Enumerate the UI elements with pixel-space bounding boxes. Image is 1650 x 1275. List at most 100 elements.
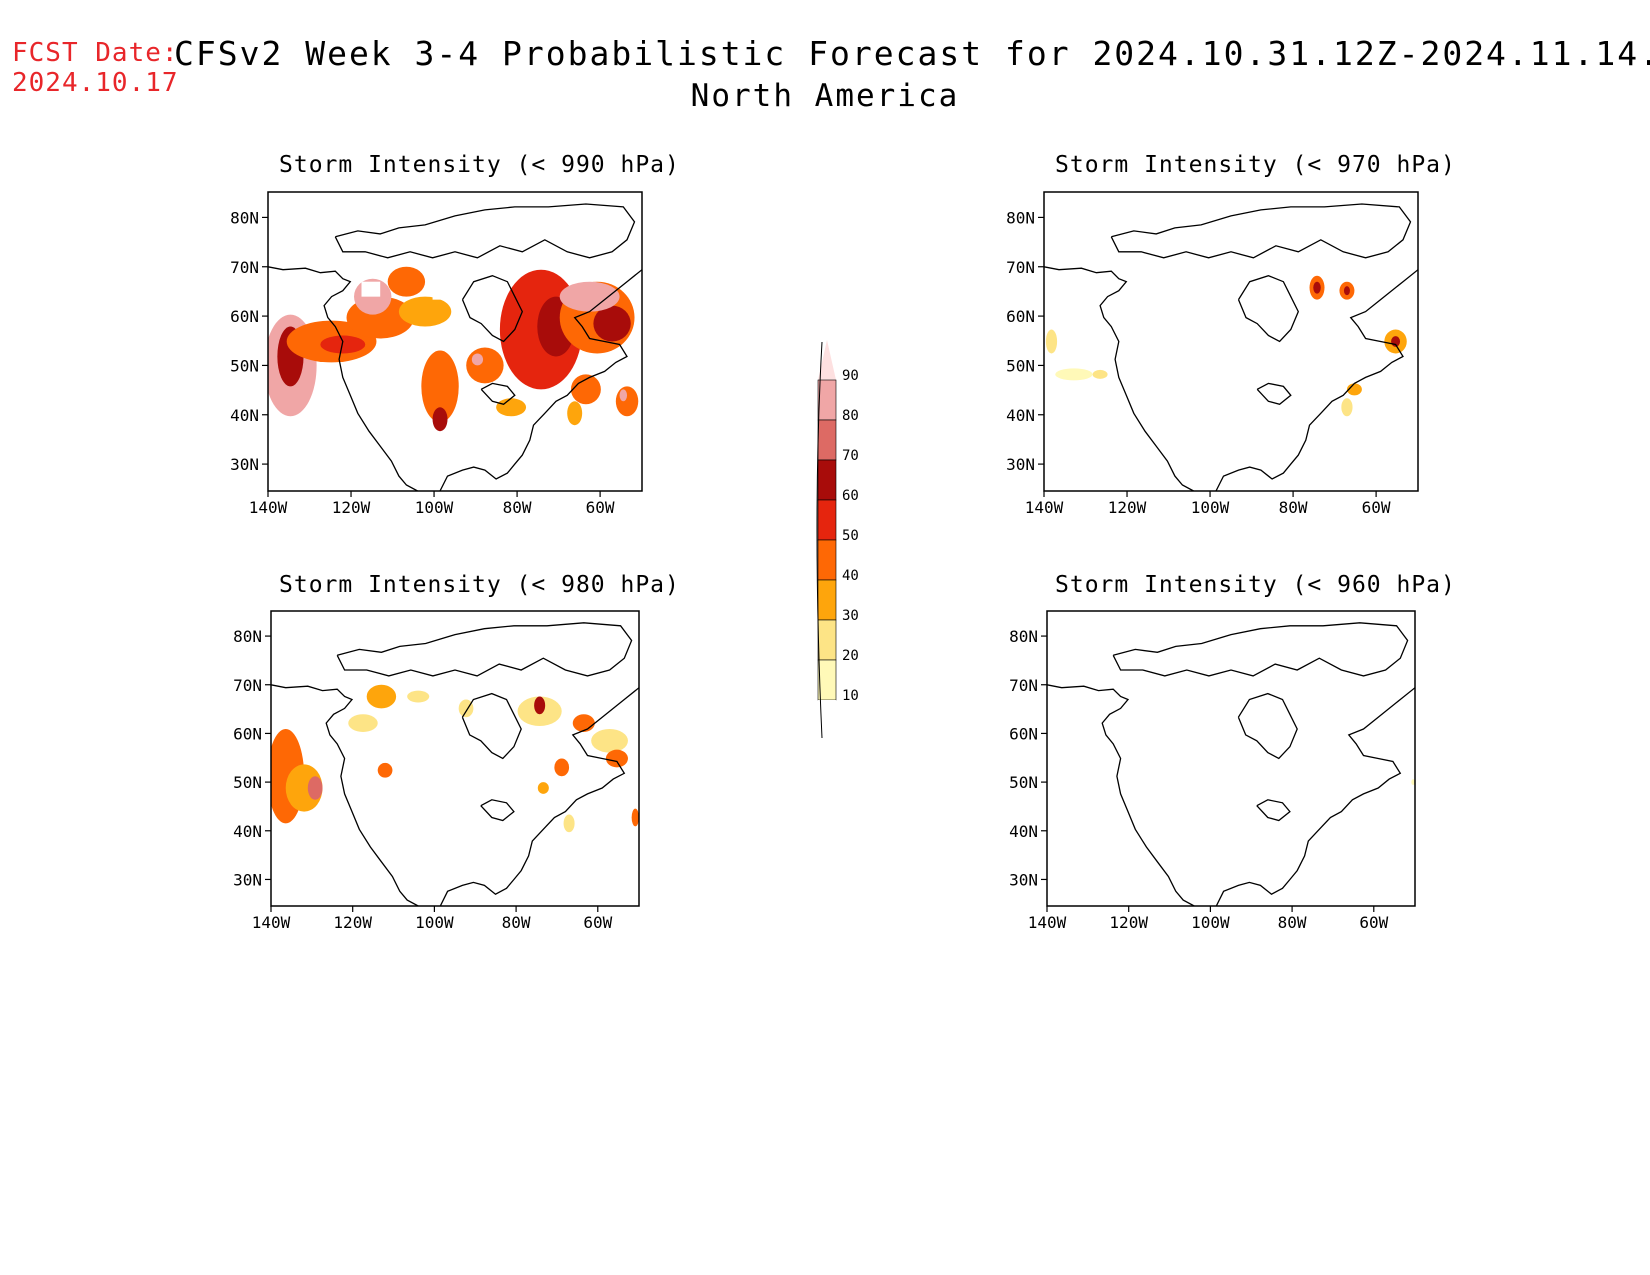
lon-label: 120W xyxy=(332,498,371,517)
coastline xyxy=(1215,269,1418,491)
lat-label: 70N xyxy=(1009,676,1038,695)
probability-shading xyxy=(605,749,628,768)
probability-shading xyxy=(1341,398,1353,417)
lat-label: 40N xyxy=(1006,406,1035,425)
coastline xyxy=(1237,275,1300,343)
lat-label: 40N xyxy=(230,406,259,425)
missing-data-mask xyxy=(432,275,452,300)
colorbar-label: 90 xyxy=(842,368,859,384)
probability-shading xyxy=(1411,779,1415,786)
lat-label: 30N xyxy=(230,455,259,474)
lon-label: 60W xyxy=(583,913,612,932)
fcst-date: 2024.10.17 xyxy=(12,68,179,98)
probability-shading xyxy=(1313,281,1321,294)
shading-layer xyxy=(271,622,639,906)
lon-label: 100W xyxy=(415,498,454,517)
colorbar-label: 60 xyxy=(842,488,859,504)
coastline xyxy=(439,687,639,906)
panel-title-960: Storm Intensity (< 960 hPa) xyxy=(1055,572,1456,598)
coastline xyxy=(271,684,419,906)
colorbar-segment xyxy=(817,659,837,701)
lon-label: 60W xyxy=(1359,913,1388,932)
colorbar-segment xyxy=(817,579,837,621)
probability-shading xyxy=(619,389,628,402)
map-frame xyxy=(1046,610,1416,907)
colorbar-cap-top xyxy=(818,340,836,380)
probability-shading xyxy=(554,758,570,777)
lon-label: 100W xyxy=(1191,913,1230,932)
panel-title-980: Storm Intensity (< 980 hPa) xyxy=(279,572,680,598)
probability-shading xyxy=(398,296,452,327)
coastline xyxy=(1256,382,1292,406)
colorbar-label: 40 xyxy=(842,568,859,584)
lon-label: 60W xyxy=(1362,498,1391,517)
lat-label: 80N xyxy=(233,627,262,646)
probability-shading xyxy=(563,814,575,833)
probability-shading xyxy=(285,764,323,812)
coastline xyxy=(461,692,522,760)
probability-shading xyxy=(631,808,639,827)
colorbar-segment xyxy=(817,499,837,541)
coastline xyxy=(1112,622,1409,677)
probability-shading xyxy=(570,374,601,405)
lat-label: 80N xyxy=(230,208,259,227)
colorbar-segment xyxy=(817,459,837,501)
lat-label: 80N xyxy=(1009,627,1038,646)
coastline xyxy=(1237,692,1298,760)
panel-title-990: Storm Intensity (< 990 hPa) xyxy=(279,152,680,178)
probability-shading xyxy=(432,407,448,432)
lat-label: 30N xyxy=(233,870,262,889)
lon-label: 140W xyxy=(1025,498,1064,517)
missing-data-mask xyxy=(301,290,317,306)
coastline xyxy=(334,203,636,259)
missing-data-mask xyxy=(361,281,381,297)
colorbar-label: 30 xyxy=(842,608,859,624)
lon-label: 80W xyxy=(502,913,531,932)
sub-title: North America xyxy=(0,78,1650,114)
coastline xyxy=(336,622,633,677)
sub-title-text: North America xyxy=(690,78,960,114)
probability-shading xyxy=(421,350,459,423)
lon-label: 120W xyxy=(333,913,372,932)
probability-shading xyxy=(567,401,583,426)
colorbar-outline xyxy=(816,341,823,739)
probability-shading xyxy=(348,714,378,732)
colorbar-label: 20 xyxy=(842,648,859,664)
lat-label: 50N xyxy=(233,773,262,792)
colorbar-cap-bottom xyxy=(818,700,836,738)
lat-label: 50N xyxy=(1009,773,1038,792)
shading-layer xyxy=(1044,203,1418,491)
probability-shading xyxy=(559,281,620,312)
lon-label: 140W xyxy=(249,498,288,517)
lon-label: 80W xyxy=(503,498,532,517)
colorbar-label: 80 xyxy=(842,408,859,424)
lon-label: 140W xyxy=(1028,913,1067,932)
missing-data-mask xyxy=(492,275,508,288)
probability-shading xyxy=(534,696,546,715)
coastline xyxy=(1047,684,1195,906)
panel-title-970: Storm Intensity (< 970 hPa) xyxy=(1055,152,1456,178)
colorbar-segment xyxy=(817,619,837,661)
coastline xyxy=(1110,203,1412,259)
probability-shading xyxy=(496,398,527,417)
colorbar-segment xyxy=(817,419,837,461)
colorbar-segment xyxy=(817,379,837,421)
probability-shading xyxy=(591,729,628,753)
lat-label: 60N xyxy=(230,307,259,326)
shading-layer xyxy=(268,203,642,491)
probability-shading xyxy=(1343,286,1350,296)
probability-shading xyxy=(407,690,430,703)
main-title: CFSv2 Week 3-4 Probabilistic Forecast fo… xyxy=(174,34,1650,73)
coastline xyxy=(480,799,515,822)
probability-shading xyxy=(1055,368,1093,381)
lat-label: 50N xyxy=(1006,356,1035,375)
probability-shading xyxy=(377,762,393,778)
probability-shading xyxy=(593,305,631,342)
lat-label: 70N xyxy=(233,676,262,695)
map-frame xyxy=(1043,191,1419,492)
shading-layer xyxy=(1047,622,1415,906)
